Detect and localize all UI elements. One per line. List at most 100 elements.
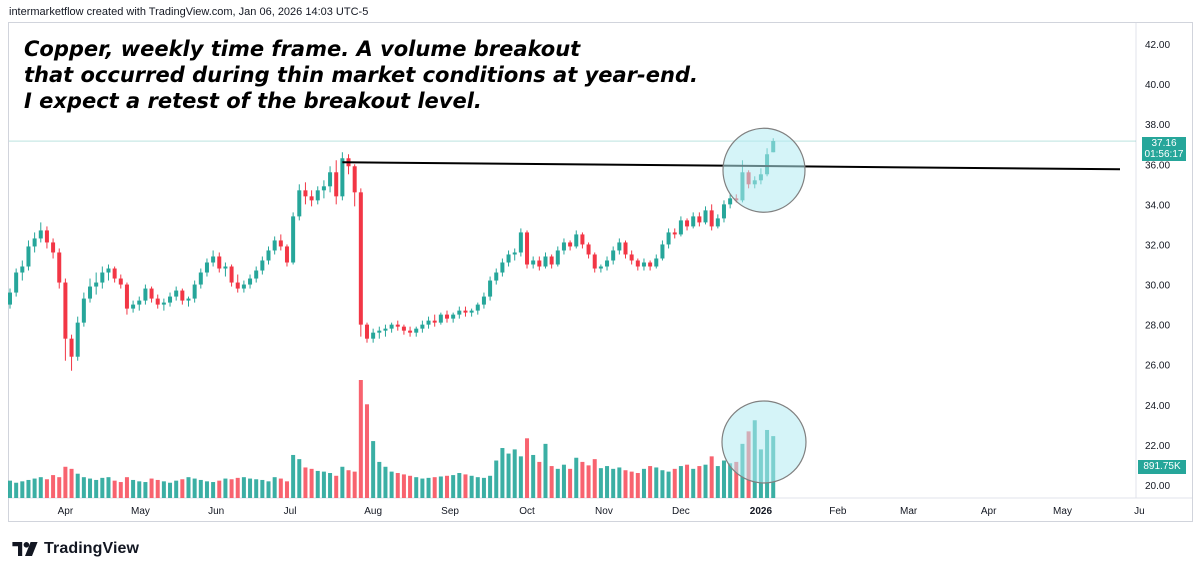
candle-body <box>500 262 505 273</box>
volume-bar <box>26 479 31 498</box>
time-tick-label: Dec <box>672 506 690 517</box>
candle-body <box>580 234 585 245</box>
candle-body <box>352 166 357 193</box>
annotation-line-2: that occurred during thin market conditi… <box>24 63 698 87</box>
volume-bar <box>525 438 530 498</box>
candle-body <box>211 256 216 263</box>
price-tick-label: 30.00 <box>1145 281 1170 292</box>
price-tick-label: 40.00 <box>1145 80 1170 91</box>
candle-body <box>401 326 406 331</box>
volume-bar <box>401 474 406 498</box>
candle-body <box>463 310 468 313</box>
volume-bar <box>100 477 105 498</box>
time-tick-label: Jun <box>208 506 224 517</box>
volume-bar <box>266 481 271 498</box>
candle-body <box>32 238 37 247</box>
candle-body <box>254 270 259 279</box>
price-highlight-circle <box>722 127 806 213</box>
volume-bar <box>432 477 437 498</box>
candle-body <box>112 268 117 279</box>
volume-bar <box>81 477 86 498</box>
candle-body <box>229 266 234 283</box>
volume-bar <box>383 466 388 498</box>
volume-bar <box>309 468 314 498</box>
volume-bar <box>592 459 597 498</box>
price-tick-label: 32.00 <box>1145 240 1170 251</box>
volume-bar <box>555 468 560 498</box>
time-tick-label: Nov <box>595 506 613 517</box>
volume-bar <box>395 473 400 498</box>
time-tick-label: Aug <box>364 506 382 517</box>
volume-bar <box>168 482 173 498</box>
volume-bar <box>254 479 259 498</box>
bar-countdown: 01:56:17 <box>1144 149 1184 160</box>
volume-bar <box>574 457 579 498</box>
candle-body <box>543 256 548 267</box>
price-tick-label: 42.00 <box>1145 40 1170 51</box>
tradingview-logo[interactable]: TradingView <box>12 540 139 558</box>
candle-body <box>241 284 246 289</box>
volume-bar <box>703 464 708 498</box>
volume-bar <box>445 475 450 498</box>
candle-body <box>106 268 111 273</box>
candle-body <box>617 242 622 251</box>
volume-bar <box>611 468 616 498</box>
volume-bar <box>728 463 733 498</box>
volume-bar <box>211 482 216 498</box>
volume-bar <box>648 466 653 498</box>
volume-bar <box>364 404 369 498</box>
annotation-line-1: Copper, weekly time frame. A volume brea… <box>24 37 581 61</box>
candle-body <box>44 230 49 243</box>
candle-body <box>321 186 326 191</box>
volume-bar <box>475 477 480 498</box>
price-tick-label: 20.00 <box>1145 481 1170 492</box>
candle-body <box>137 300 142 305</box>
last-volume-badge: 891.75K <box>1138 460 1186 474</box>
candle-body <box>525 232 530 265</box>
tradingview-logo-text: TradingView <box>44 540 140 557</box>
candle-body <box>537 260 542 267</box>
candle-body <box>469 310 474 313</box>
chart-credit: intermarketflow created with TradingView… <box>9 6 369 18</box>
candle-body <box>561 242 566 251</box>
volume-bar <box>371 441 376 498</box>
candle-body <box>217 256 222 269</box>
time-tick-label: Ju <box>1134 506 1145 517</box>
candle-body <box>697 216 702 223</box>
candle-body <box>131 304 136 309</box>
candle-body <box>389 324 394 329</box>
volume-bar <box>131 479 136 498</box>
candle-body <box>586 244 591 255</box>
volume-bar <box>654 467 659 498</box>
annotation-line-3: I expect a retest of the breakout level. <box>24 89 482 113</box>
volume-bar <box>180 479 185 498</box>
volume-bar <box>469 475 474 498</box>
time-tick-label: May <box>131 506 150 517</box>
candle-body <box>371 332 376 339</box>
candle-body <box>303 190 308 197</box>
candle-body <box>358 192 363 325</box>
price-tick-label: 22.00 <box>1145 441 1170 452</box>
volume-bar <box>94 479 99 498</box>
candle-body <box>334 172 339 197</box>
volume-bar <box>346 470 351 498</box>
volume-bar <box>494 460 499 498</box>
volume-bar <box>721 460 726 498</box>
candle-body <box>660 244 665 259</box>
candle-body <box>20 266 25 273</box>
candle-body <box>284 246 289 263</box>
volume-bar <box>715 466 720 498</box>
volume-bar <box>586 465 591 498</box>
candle-body <box>721 204 726 219</box>
volume-bar <box>198 479 203 498</box>
volume-bar <box>420 478 425 498</box>
volume-bar <box>241 477 246 498</box>
candle-body <box>574 234 579 247</box>
volume-bar <box>328 473 333 498</box>
volume-bar <box>149 478 154 498</box>
candle-body <box>475 304 480 311</box>
volume-bar <box>426 477 431 498</box>
candle-body <box>611 250 616 261</box>
candle-body <box>414 328 419 333</box>
